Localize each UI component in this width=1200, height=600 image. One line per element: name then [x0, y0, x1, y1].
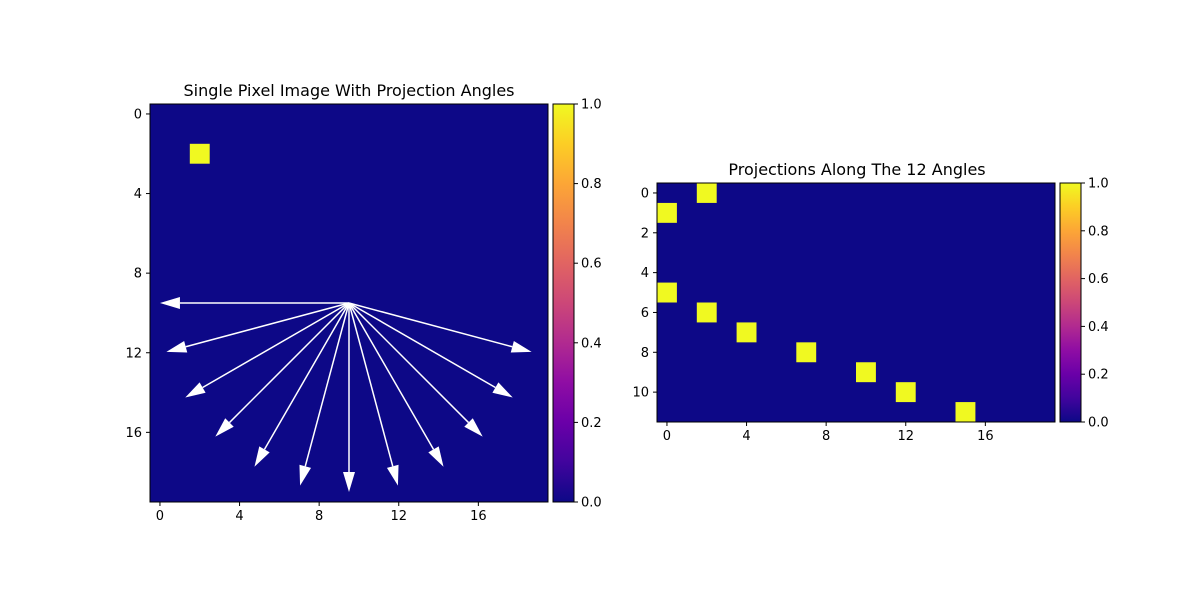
projection-arrow-45deg [215, 302, 350, 437]
panel2-colorbar-tick-label: 0.2 [1088, 368, 1109, 383]
projection-arrow-75deg [299, 302, 350, 486]
panel1-y-axis: 0 4 8 12 16 [125, 107, 150, 441]
panel1-colorbar-tick-label: 0.6 [581, 257, 602, 272]
panel2-ytick-label: 4 [641, 266, 649, 281]
panel2-cell-r11-c15 [955, 402, 976, 422]
panel1-xtick-label: 16 [470, 509, 487, 524]
panel2-y-axis: 0 2 4 6 8 10 [632, 186, 657, 401]
panel1-cell-r2-c2 [189, 143, 210, 164]
panel2-colorbar-tick-label: 1.0 [1088, 177, 1109, 192]
panel1-colorbar-ticks: 0.0 0.2 0.4 0.6 0.8 1.0 [574, 98, 602, 511]
panel1-xtick-label: 12 [390, 509, 407, 524]
panel1-xtick-label: 8 [315, 509, 323, 524]
panel1-ytick-label: 8 [134, 267, 142, 282]
projection-arrow-60deg [254, 302, 350, 467]
panel1-xtick-label: 4 [235, 509, 243, 524]
panel1-colorbar-tick-label: 0.0 [581, 496, 602, 511]
panel2-cell-r5-c0 [657, 282, 677, 303]
panel2-ytick-label: 2 [641, 226, 649, 241]
panel2-colorbar-ticks: 0.0 0.2 0.4 0.6 0.8 1.0 [1081, 177, 1109, 431]
panel1-title: Single Pixel Image With Projection Angle… [183, 81, 514, 100]
panel2-ytick-label: 0 [641, 186, 649, 201]
panel2-cell-r7-c4 [736, 322, 757, 343]
panel2-ytick-label: 10 [632, 386, 649, 401]
panel-single-pixel: Single Pixel Image With Projection Angle… [125, 81, 601, 524]
panel2-ytick-label: 8 [641, 346, 649, 361]
panel2-cell-r9-c10 [856, 362, 876, 383]
panel2-cell-r6-c2 [696, 302, 717, 323]
panel2-xtick-label: 4 [742, 429, 750, 444]
panel2-xtick-label: 12 [897, 429, 914, 444]
panel-projections: Projections Along The 12 Angles 0 4 8 12 16 … [632, 160, 1108, 444]
panel2-cell-r8-c7 [796, 342, 817, 363]
panel2-colorbar-tick-label: 0.4 [1088, 320, 1109, 335]
panel2-cell-r1-c0 [657, 202, 677, 223]
projection-arrow-90deg [343, 303, 355, 493]
projection-arrow-105deg [348, 302, 399, 486]
panel2-cell-r0-c2 [696, 183, 717, 203]
panel2-x-axis: 0 4 8 12 16 [663, 422, 994, 444]
projection-arrow-165deg [348, 302, 532, 353]
panel2-xtick-label: 0 [663, 429, 671, 444]
panel1-colorbar-tick-label: 1.0 [581, 98, 602, 113]
panel1-frame [149, 103, 549, 503]
panel1-ytick-label: 0 [134, 107, 142, 122]
panel1-xtick-label: 0 [156, 509, 164, 524]
panel2-xtick-label: 16 [977, 429, 994, 444]
panel1-ytick-label: 4 [134, 187, 142, 202]
panel2-colorbar-tick-label: 0.8 [1088, 224, 1109, 239]
projection-arrow-30deg [185, 302, 350, 398]
panel2-colorbar-tick-label: 0.6 [1088, 272, 1109, 287]
panel1-ytick-label: 12 [125, 346, 142, 361]
projection-arrow-150deg [348, 302, 513, 398]
projection-arrow-120deg [348, 302, 444, 467]
panel2-cell-r10-c12 [895, 382, 916, 403]
panel1-colorbar-tick-label: 0.4 [581, 336, 602, 351]
panel2-frame [656, 182, 1056, 423]
panel2-colorbar [1059, 182, 1082, 423]
projection-arrow-135deg [348, 302, 483, 437]
panel1-projection-arrows [159, 297, 532, 493]
panel1-colorbar [552, 103, 575, 503]
panel2-ytick-label: 6 [641, 306, 649, 321]
panel1-colorbar-tick-label: 0.8 [581, 177, 602, 192]
panel2-colorbar-tick-label: 0.0 [1088, 416, 1109, 431]
panel2-xtick-label: 8 [822, 429, 830, 444]
panel1-ytick-label: 16 [125, 426, 142, 441]
projection-arrow-0deg [159, 297, 349, 309]
panel2-heatmap [657, 183, 1055, 422]
panel1-x-axis: 0 4 8 12 16 [156, 502, 487, 524]
projection-arrow-15deg [166, 302, 350, 353]
panel1-colorbar-tick-label: 0.2 [581, 416, 602, 431]
panel2-title: Projections Along The 12 Angles [728, 160, 985, 179]
